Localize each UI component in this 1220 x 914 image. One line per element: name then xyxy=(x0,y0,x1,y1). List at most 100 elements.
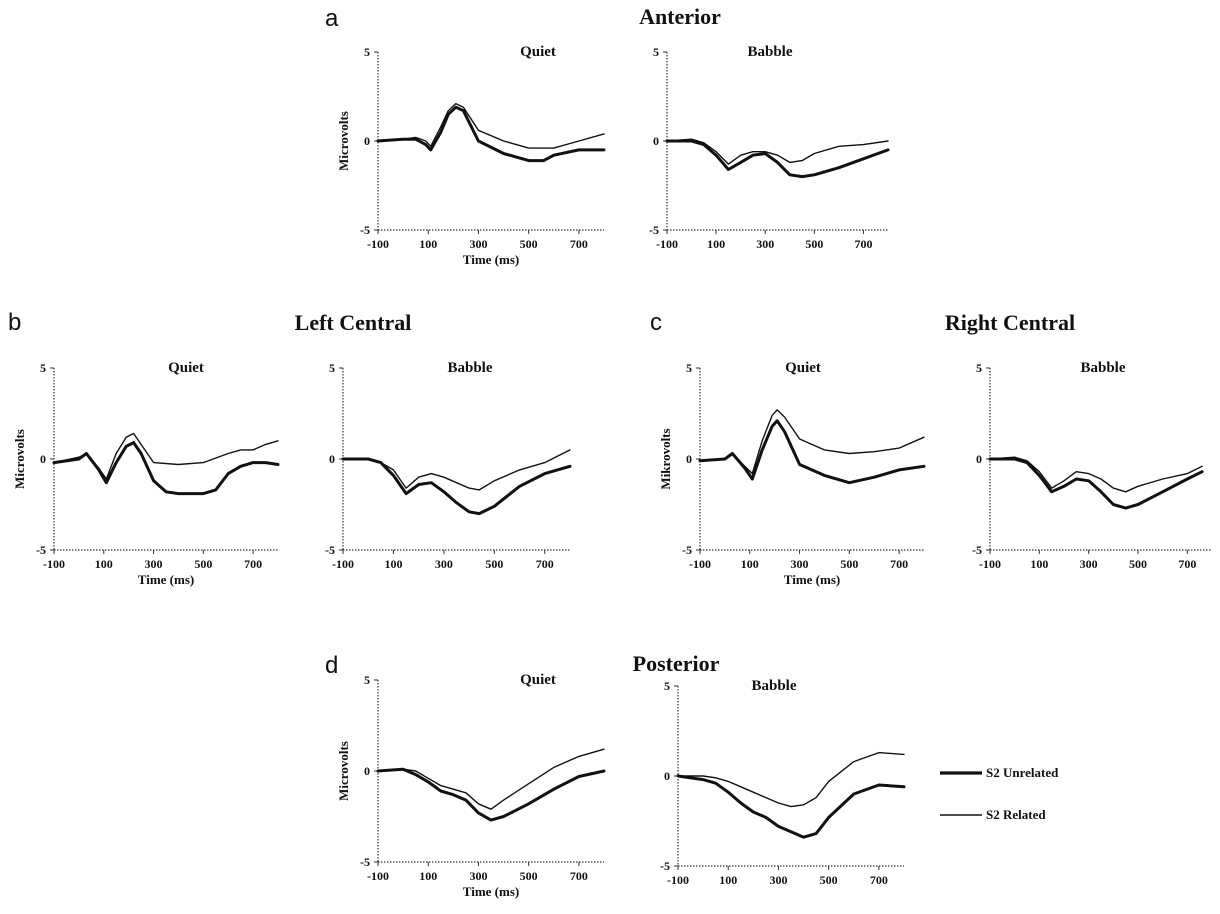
series-line-related xyxy=(666,138,889,165)
x-tick-label: -100 xyxy=(43,557,65,571)
y-axis-label: Microvolts xyxy=(12,429,27,489)
panel-letter: c xyxy=(650,309,662,336)
x-tick-label: 500 xyxy=(805,237,823,251)
series-line-unrelated xyxy=(376,767,606,822)
x-tick-label: 100 xyxy=(419,869,437,883)
x-tick-label: 100 xyxy=(719,873,737,887)
x-tick-label: 500 xyxy=(194,557,212,571)
y-tick-label: 0 xyxy=(686,452,692,466)
y-tick-label: 0 xyxy=(329,452,335,466)
y-tick-label: -5 xyxy=(360,855,370,869)
y-tick-label: 5 xyxy=(40,361,46,375)
x-tick-label: 100 xyxy=(741,557,759,571)
x-tick-label: -100 xyxy=(667,873,689,887)
x-tick-label: 300 xyxy=(1080,557,1098,571)
series-line-related xyxy=(377,748,605,810)
series-line-related xyxy=(699,409,925,475)
legend-item: S2 Unrelated xyxy=(940,765,1059,780)
y-tick-label: 5 xyxy=(976,361,982,375)
x-tick-label: 100 xyxy=(95,557,113,571)
condition-title: Babble xyxy=(751,678,796,694)
x-tick-label: 500 xyxy=(520,869,538,883)
x-tick-label: 100 xyxy=(707,237,725,251)
condition-title: Quiet xyxy=(785,360,821,376)
chart-panel-3: Babble 5 0 -5-100 100 300 500 700 xyxy=(325,360,572,571)
y-axis-label: Mikrovolts xyxy=(658,428,673,489)
y-tick-label: -5 xyxy=(649,223,659,237)
x-tick-label: -100 xyxy=(332,557,354,571)
panel-letter: d xyxy=(325,652,338,679)
legend-label: S2 Unrelated xyxy=(986,765,1059,780)
chart-panel-1: Babble 5 0 -5-100 100 300 500 700 xyxy=(649,44,890,251)
y-tick-label: 0 xyxy=(664,769,670,783)
panel-letter: b xyxy=(8,309,21,336)
condition-title: Quiet xyxy=(168,360,204,376)
x-tick-label: 300 xyxy=(756,237,774,251)
legend: S2 Unrelated S2 Related xyxy=(940,765,1059,822)
y-tick-label: 0 xyxy=(976,452,982,466)
y-tick-label: -5 xyxy=(360,223,370,237)
series-line-unrelated xyxy=(52,441,280,496)
y-tick-label: 0 xyxy=(364,764,370,778)
y-tick-label: 0 xyxy=(40,452,46,466)
y-tick-label: 5 xyxy=(664,679,670,693)
y-tick-label: 5 xyxy=(329,361,335,375)
x-tick-label: 700 xyxy=(1178,557,1196,571)
x-tick-label: 700 xyxy=(890,557,908,571)
region-title: Anterior xyxy=(639,4,721,29)
x-tick-label: -100 xyxy=(979,557,1001,571)
x-tick-label: 300 xyxy=(435,557,453,571)
x-tick-label: 700 xyxy=(570,237,588,251)
x-tick-label: -100 xyxy=(367,869,389,883)
x-tick-label: 700 xyxy=(536,557,554,571)
legend-label: S2 Related xyxy=(986,807,1046,822)
condition-title: Quiet xyxy=(520,44,556,60)
condition-title: Quiet xyxy=(520,672,556,688)
y-tick-label: 0 xyxy=(364,134,370,148)
chart-panel-7: Babble 5 0 -5-100 100 300 500 700 xyxy=(660,678,906,887)
x-tick-label: -100 xyxy=(656,237,678,251)
series-line-related xyxy=(53,432,279,480)
x-tick-label: 300 xyxy=(769,873,787,887)
x-tick-label: 300 xyxy=(791,557,809,571)
x-tick-label: 700 xyxy=(870,873,888,887)
series-line-related xyxy=(677,751,905,808)
x-tick-label: 500 xyxy=(1129,557,1147,571)
y-tick-label: 0 xyxy=(653,134,659,148)
y-tick-label: 5 xyxy=(653,45,659,59)
x-tick-label: 500 xyxy=(485,557,503,571)
x-tick-label: 300 xyxy=(145,557,163,571)
x-tick-label: 700 xyxy=(244,557,262,571)
x-tick-label: 500 xyxy=(840,557,858,571)
region-title: Right Central xyxy=(945,310,1075,335)
x-tick-label: 100 xyxy=(384,557,402,571)
series-line-unrelated xyxy=(676,774,906,839)
legend-item: S2 Related xyxy=(940,807,1046,822)
series-line-unrelated xyxy=(665,139,890,179)
series-line-unrelated xyxy=(698,419,926,485)
condition-title: Babble xyxy=(447,360,492,376)
y-tick-label: -5 xyxy=(36,543,46,557)
y-tick-label: -5 xyxy=(972,543,982,557)
panel-letter: a xyxy=(325,5,339,32)
series-line-unrelated xyxy=(376,105,606,163)
x-axis-label: Time (ms) xyxy=(138,572,194,587)
x-tick-label: 700 xyxy=(854,237,872,251)
y-tick-label: 5 xyxy=(686,361,692,375)
x-tick-label: 500 xyxy=(520,237,538,251)
series-line-unrelated xyxy=(988,457,1204,510)
chart-panel-5: Babble 5 0 -5-100 100 300 500 700 xyxy=(972,360,1212,571)
y-tick-label: -5 xyxy=(325,543,335,557)
x-tick-label: 700 xyxy=(570,869,588,883)
x-axis-label: Time (ms) xyxy=(463,252,519,267)
x-axis-label: Time (ms) xyxy=(463,884,519,899)
y-tick-label: -5 xyxy=(682,543,692,557)
y-tick-label: 5 xyxy=(364,45,370,59)
x-tick-label: 100 xyxy=(419,237,437,251)
